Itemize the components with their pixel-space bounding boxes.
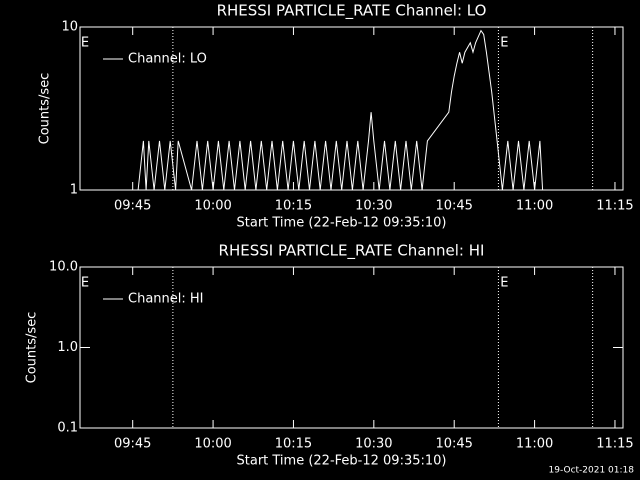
legend-label: Channel: LO (128, 52, 207, 67)
chart-title: RHESSI PARTICLE_RATE Channel: HI (219, 242, 485, 261)
x-tick-label: 11:15 (596, 437, 633, 452)
annotation: E (500, 276, 508, 291)
x-tick-label: 09:45 (114, 437, 151, 452)
x-axis-label: Start Time (22-Feb-12 09:35:10) (237, 216, 447, 231)
annotation: E (81, 276, 89, 291)
x-tick-label: 10:15 (275, 437, 312, 452)
x-tick-label: 10:45 (435, 437, 472, 452)
y-tick-label: 10.0 (49, 260, 78, 275)
x-axis-label: Start Time (22-Feb-12 09:35:10) (237, 454, 447, 469)
timestamp: 19-Oct-2021 01:18 (549, 466, 635, 476)
y-tick-label: 10 (61, 20, 78, 35)
y-axis-label: Counts/sec (38, 73, 53, 145)
y-tick-label: 1.0 (57, 340, 78, 355)
x-tick-label: 11:00 (516, 437, 553, 452)
chart-title: RHESSI PARTICLE_RATE Channel: LO (217, 2, 487, 21)
x-tick-label: 09:45 (114, 199, 151, 214)
x-tick-label: 11:00 (516, 199, 553, 214)
annotation: E (500, 36, 508, 51)
y-tick-label: 1 (70, 183, 78, 198)
x-tick-label: 10:00 (194, 199, 231, 214)
x-tick-label: 11:15 (596, 199, 633, 214)
x-tick-label: 10:15 (275, 199, 312, 214)
data-line (137, 29, 544, 191)
x-tick-label: 10:30 (355, 437, 392, 452)
x-tick-label: 10:00 (194, 437, 231, 452)
y-tick-label: 0.1 (57, 421, 78, 436)
x-tick-label: 10:45 (435, 199, 472, 214)
y-axis-label: Counts/sec (25, 312, 40, 384)
plot-frame (79, 26, 624, 191)
x-tick-label: 10:30 (355, 199, 392, 214)
legend-label: Channel: HI (128, 292, 204, 307)
annotation: E (81, 36, 89, 51)
